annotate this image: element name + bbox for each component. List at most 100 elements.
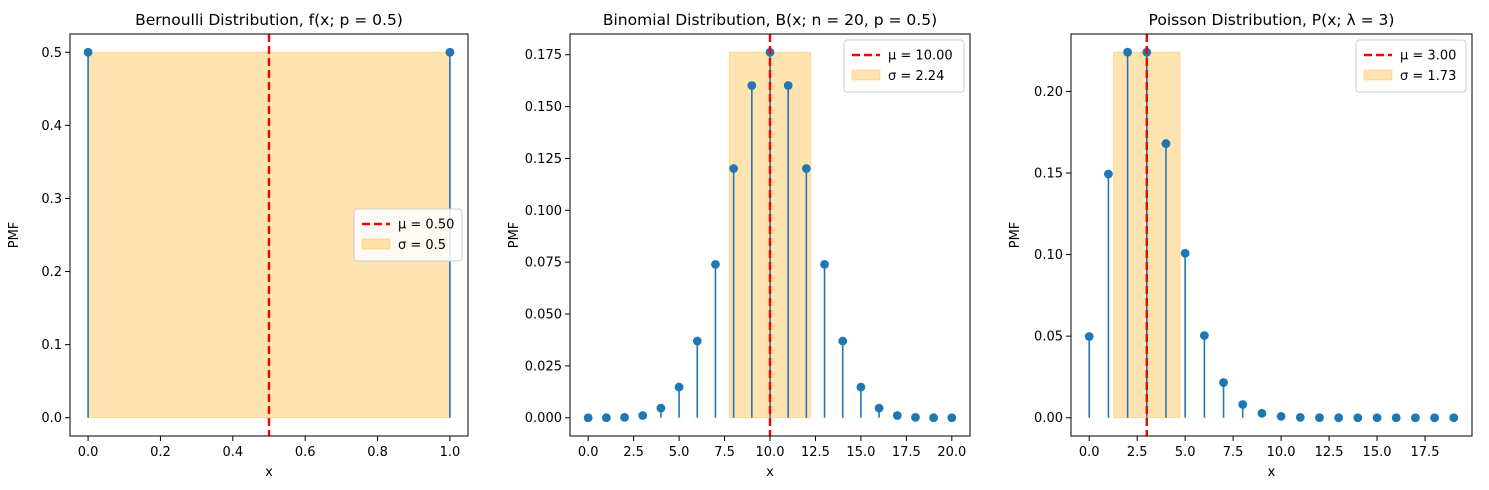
binomial-data-point <box>729 164 739 173</box>
binomial-data-point <box>911 412 920 422</box>
binomial-data-point <box>820 259 829 269</box>
bernoulli-x-tick-label: 0.4 <box>222 445 243 460</box>
bernoulli-x-tick-label: 0.2 <box>150 445 171 460</box>
binomial-y-axis-label: PMF <box>507 222 522 249</box>
binomial-y-tick-label: 0.025 <box>525 359 562 374</box>
bernoulli-legend-sigma-swatch <box>361 238 391 250</box>
poisson-x-axis-label: x <box>1268 465 1276 480</box>
binomial-x-axis-label: x <box>766 465 774 480</box>
binomial-legend-mean-label: μ = 10.00 <box>888 49 953 64</box>
poisson-data-point <box>1430 413 1439 423</box>
poisson-data-point <box>1104 169 1113 179</box>
poisson-data-point <box>1238 400 1248 409</box>
poisson-y-tick-label: 0.05 <box>1034 330 1063 345</box>
binomial-legend-sigma-swatch <box>851 69 881 81</box>
binomial-x-tick-label: 5.0 <box>669 445 690 460</box>
bernoulli-x-tick-label: 0.8 <box>367 445 388 460</box>
binomial-y-tick-label: 0.100 <box>525 204 562 219</box>
binomial-x-tick-label: 10.0 <box>756 445 785 460</box>
binomial-y-tick-label: 0.150 <box>525 100 562 115</box>
poisson-data-point <box>1276 412 1286 421</box>
poisson-axes-frame <box>1070 33 1473 437</box>
poisson-legend-mean-label: μ = 3.00 <box>1400 49 1456 64</box>
binomial-legend-sigma-label: σ = 2.24 <box>888 69 944 84</box>
poisson-data-point <box>1372 413 1382 423</box>
binomial-y-tick-label: 0.175 <box>525 48 562 63</box>
binomial-data-point <box>874 403 884 413</box>
binomial-x-tick-label: 7.5 <box>714 445 735 460</box>
poisson-data-point <box>1295 412 1305 422</box>
binomial-data-point <box>838 336 848 346</box>
poisson-data-point <box>1410 413 1420 423</box>
bernoulli-legend-sigma-label: σ = 0.5 <box>398 238 446 253</box>
binomial-x-tick-label: 15.0 <box>846 445 875 460</box>
bernoulli-legend-mean-label: μ = 0.50 <box>398 218 454 233</box>
binomial-data-point <box>801 164 811 173</box>
binomial-y-tick-label: 0.000 <box>525 411 562 426</box>
poisson-x-tick-label: 17.5 <box>1411 445 1440 460</box>
binomial-x-tick-label: 20.0 <box>937 445 966 460</box>
binomial-x-tick-label: 2.5 <box>623 445 644 460</box>
poisson-legend-box <box>1355 39 1467 93</box>
poisson-x-tick-label: 5.0 <box>1175 445 1196 460</box>
bernoulli-data-point <box>83 47 93 57</box>
binomial-panel: 0.0 2.5 5.0 7.5 10.0 12.5 15.0 17.5 20.0 0.000 0.0… <box>507 11 971 480</box>
binomial-data-point <box>929 413 939 423</box>
binomial-legend: μ = 10.00 σ = 2.24 <box>843 39 965 93</box>
binomial-data-point <box>892 411 902 420</box>
binomial-chart-title: Binomial Distribution, B(x; n = 20, p = … <box>603 11 937 29</box>
binomial-data-point <box>692 336 702 346</box>
poisson-data-point <box>1084 332 1094 341</box>
bernoulli-x-axis-label: x <box>265 465 273 480</box>
bernoulli-y-axis-label: PMF <box>7 222 22 249</box>
poisson-panel: 0.0 2.5 5.0 7.5 10.0 12.5 15.0 17.5 0.00 0.05 0.10… <box>1008 11 1473 480</box>
bernoulli-x-tick-label: 0.6 <box>295 445 316 460</box>
poisson-data-point <box>1334 413 1344 423</box>
poisson-data-point <box>1123 47 1133 57</box>
poisson-y-tick-label: 0.15 <box>1034 167 1063 182</box>
bernoulli-x-tick-label: 0.0 <box>78 445 99 460</box>
poisson-legend-sigma-swatch <box>1363 69 1393 81</box>
binomial-legend-box <box>843 39 965 93</box>
bernoulli-legend-box <box>353 208 463 262</box>
binomial-x-tick-label: 17.5 <box>892 445 921 460</box>
poisson-x-tick-label: 2.5 <box>1127 445 1148 460</box>
bernoulli-legend: μ = 0.50 σ = 0.5 <box>353 208 463 262</box>
bernoulli-x-tick-label: 1.0 <box>440 445 461 460</box>
bernoulli-y-tick-label: 0.5 <box>41 46 62 61</box>
poisson-x-tick-label: 12.5 <box>1315 445 1344 460</box>
bernoulli-y-tick-label: 0.1 <box>41 338 62 353</box>
binomial-y-tick-label: 0.075 <box>525 256 562 271</box>
bernoulli-y-tick-label: 0.2 <box>41 265 62 280</box>
binomial-data-point <box>638 411 648 420</box>
poisson-y-tick-label: 0.10 <box>1034 248 1063 263</box>
poisson-x-tick-label: 0.0 <box>1079 445 1100 460</box>
binomial-data-point <box>856 382 866 392</box>
binomial-data-point <box>947 413 957 423</box>
poisson-x-tick-label: 10.0 <box>1267 445 1296 460</box>
poisson-data-point <box>1315 413 1324 423</box>
binomial-x-tick-label: 0.0 <box>578 445 599 460</box>
binomial-y-tick-label: 0.125 <box>525 152 562 167</box>
bernoulli-data-point <box>445 47 455 57</box>
bernoulli-panel: 0.0 0.2 0.4 0.6 0.8 1.0 0.0 0.1 0.2 0.3 0.4 0.5 x PMF… <box>7 11 469 480</box>
poisson-x-tick-label: 15.0 <box>1363 445 1392 460</box>
poisson-y-tick-label: 0.00 <box>1034 411 1063 426</box>
poisson-y-tick-label: 0.20 <box>1034 85 1063 100</box>
poisson-data-point <box>1391 413 1401 423</box>
poisson-data-point <box>1219 378 1228 387</box>
bernoulli-y-tick-label: 0.0 <box>41 411 62 426</box>
binomial-data-point <box>674 382 684 392</box>
binomial-data-point <box>601 413 611 423</box>
binomial-data-point <box>620 412 629 422</box>
binomial-data-point <box>583 413 593 423</box>
poisson-chart-title: Poisson Distribution, P(x; λ = 3) <box>1149 11 1395 29</box>
poisson-legend: μ = 3.00 σ = 1.73 <box>1355 39 1467 93</box>
binomial-data-point <box>656 403 666 413</box>
poisson-data-point <box>1353 413 1363 423</box>
bernoulli-y-tick-label: 0.4 <box>41 119 62 134</box>
poisson-data-point <box>1199 331 1209 340</box>
binomial-data-point <box>783 81 793 90</box>
binomial-data-point <box>711 259 720 269</box>
